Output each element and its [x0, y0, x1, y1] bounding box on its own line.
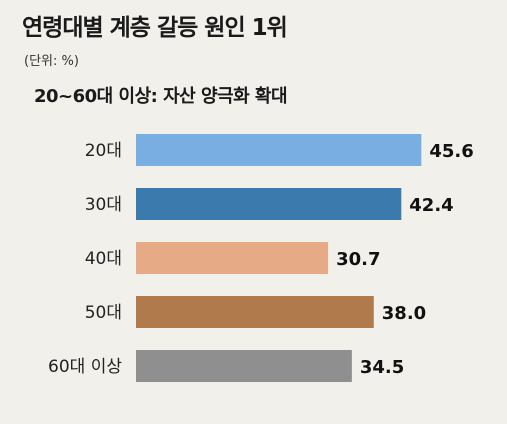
- category-label: 60대 이상: [48, 357, 122, 377]
- value-label: 30.7: [336, 249, 380, 270]
- chart-subtitle: 20~60대 이상: 자산 양극화 확대: [34, 86, 288, 107]
- value-label: 45.6: [429, 141, 473, 162]
- category-label: 40대: [85, 249, 122, 269]
- bar-2: [136, 188, 402, 220]
- value-label: 38.0: [382, 303, 426, 324]
- bar-1: [136, 134, 422, 166]
- value-label: 34.5: [360, 357, 404, 378]
- value-label: 42.4: [409, 195, 453, 216]
- bar-4: [136, 296, 374, 328]
- chart-title: 연령대별 계층 갈등 원인 1위: [22, 15, 288, 41]
- unit-note: (단위: %): [24, 54, 79, 69]
- category-label: 50대: [85, 303, 122, 323]
- category-label: 20대: [85, 141, 122, 161]
- bar-5: [136, 350, 352, 382]
- category-label: 30대: [85, 195, 122, 215]
- bar-3: [136, 242, 329, 274]
